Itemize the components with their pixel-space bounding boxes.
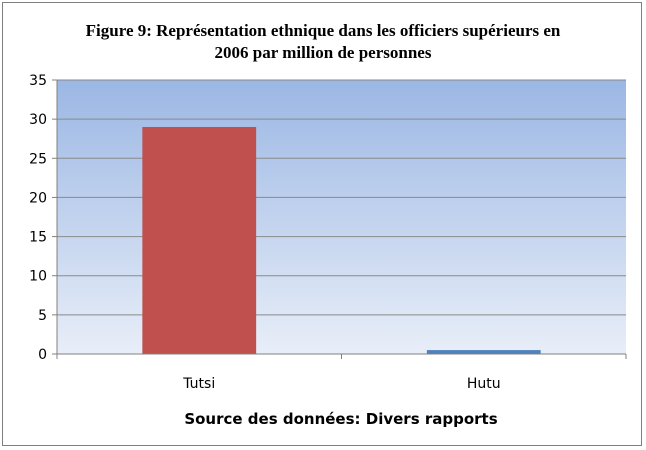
chart-title: Figure 9: Représentation ethnique dans l…: [0, 20, 646, 64]
y-tick-label: 15: [29, 230, 47, 246]
y-axis: 0 5 10 15 20 25 30 35: [29, 73, 58, 363]
x-axis-title: Source des données: Divers rapports: [184, 410, 497, 428]
y-tick-label: 10: [29, 269, 47, 285]
bar-tutsi: [142, 126, 257, 354]
chart-title-line-1: Figure 9: Représentation ethnique dans l…: [85, 21, 561, 40]
x-category-label: Hutu: [467, 376, 501, 392]
y-tick-label: 25: [29, 151, 47, 167]
bars: [142, 126, 541, 354]
y-tick-label: 20: [29, 190, 47, 206]
x-axis: Tutsi Hutu: [56, 353, 627, 392]
y-tick-label: 5: [38, 308, 47, 324]
y-tick-label: 0: [38, 347, 47, 363]
chart-title-line-2: 2006 par million de personnes: [214, 43, 432, 62]
bar-hutu: [426, 350, 541, 354]
y-tick-label: 35: [29, 73, 47, 89]
y-tick-label: 30: [29, 112, 47, 128]
x-category-label: Tutsi: [182, 376, 215, 392]
